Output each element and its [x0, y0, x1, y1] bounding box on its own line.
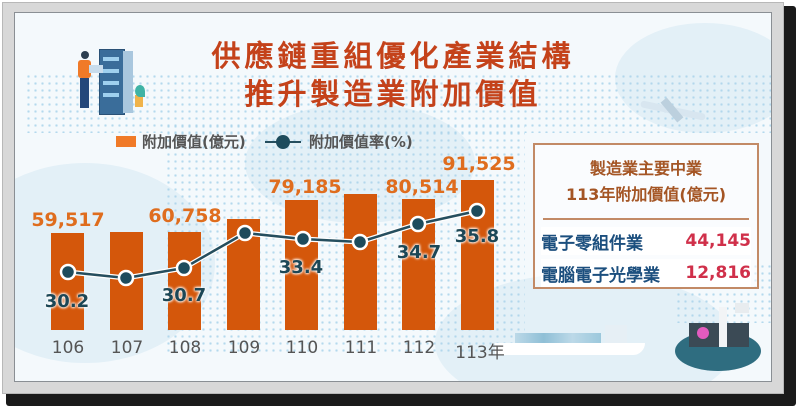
title-line-1: 供應鏈重組優化產業結構: [211, 39, 575, 73]
read-full-text-button[interactable]: 全文閱讀: [18, 381, 106, 382]
summary-row-value: 12,816: [685, 263, 751, 283]
x-label-109: 109: [227, 338, 261, 358]
title-line-2: 推升製造業附加價值: [244, 77, 542, 111]
rate-value-106: 30.2: [44, 291, 90, 312]
x-label-106: 106: [51, 338, 85, 358]
legend-line-marker-icon: [265, 134, 301, 149]
bar-value-106: 59,517: [31, 209, 105, 231]
bar-value-110: 79,185: [268, 176, 342, 198]
rate-value-108: 30.7: [161, 285, 207, 306]
x-label-108: 108: [168, 338, 202, 358]
rate-value-113: 35.8: [454, 226, 500, 247]
engineer-server-illustration: [73, 43, 173, 123]
summary-row-label: 電腦電子光學業: [541, 265, 660, 286]
x-label-110: 110: [285, 338, 319, 358]
bar-111: [344, 194, 377, 330]
x-label-112: 112: [402, 338, 436, 358]
bar-value-113: 91,525: [442, 153, 516, 175]
rate-value-110: 33.4: [278, 257, 324, 278]
industry-summary-box: 製造業主要中業 113年附加價值(億元) 電子零組件業 44,145 電腦電子光…: [533, 143, 759, 289]
legend-bar-label: 附加價值(億元): [142, 133, 246, 151]
legend-line: 附加價值率(%): [265, 131, 413, 152]
bar-value-112: 80,514: [385, 176, 459, 198]
x-label-107: 107: [110, 338, 144, 358]
legend-bar: 附加價值(億元): [116, 131, 246, 152]
factory-robot-illustration: [675, 303, 765, 373]
summary-row-value: 44,145: [685, 231, 751, 251]
summary-heading-1: 製造業主要中業: [589, 159, 702, 178]
summary-row: 電子零組件業 44,145: [541, 227, 751, 255]
rate-line: [59, 202, 486, 287]
bar-value-108: 60,758: [148, 205, 222, 227]
bar-108: [168, 232, 201, 330]
summary-row-label: 電子零組件業: [541, 233, 643, 254]
infographic-panel: 供應鏈重組優化產業結構 推升製造業附加價值 附加價值(億元) 附加價值率(%) …: [14, 12, 772, 382]
summary-divider: [543, 218, 749, 220]
legend-bar-swatch: [116, 136, 136, 147]
bar-106: [51, 233, 84, 330]
x-label-113: 113年: [455, 343, 505, 363]
bar-110: [285, 200, 318, 330]
summary-row: 電腦電子光學業 12,816: [541, 259, 751, 287]
rate-value-112: 34.7: [396, 242, 442, 263]
dot-pattern: [585, 73, 771, 133]
summary-heading-2: 113年附加價值(億元): [565, 185, 727, 204]
legend-line-label: 附加價值率(%): [309, 133, 413, 151]
ship-illustration: [495, 325, 645, 361]
x-label-111: 111: [344, 338, 378, 358]
